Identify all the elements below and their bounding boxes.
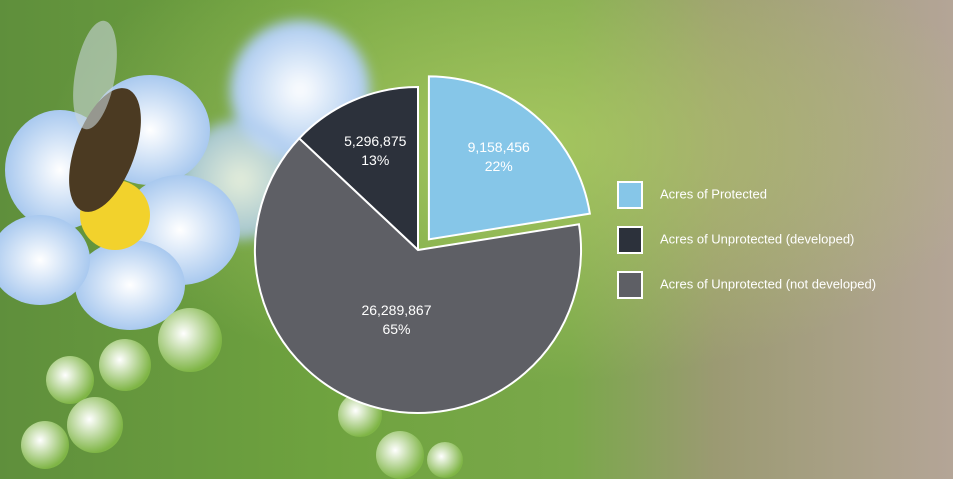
value-label: 5,296,875 (344, 133, 406, 149)
value-label: 26,289,867 (361, 302, 431, 318)
legend-label: Acres of Protected (660, 186, 767, 201)
chart: 9,158,456 22% 5,296,875 13% 26,289,867 65% Ac… (0, 0, 953, 479)
legend-label: Acres of Unprotected (not developed) (660, 276, 876, 291)
legend-swatch (618, 182, 642, 208)
legend-swatch (618, 272, 642, 298)
percent-label: 65% (382, 321, 410, 337)
legend-swatch (618, 227, 642, 253)
legend-label: Acres of Unprotected (developed) (660, 231, 854, 246)
percent-label: 13% (361, 152, 389, 168)
value-label: 9,158,456 (468, 139, 530, 155)
page: 9,158,456 22% 5,296,875 13% 26,289,867 65% Ac… (0, 0, 953, 479)
percent-label: 22% (485, 158, 513, 174)
